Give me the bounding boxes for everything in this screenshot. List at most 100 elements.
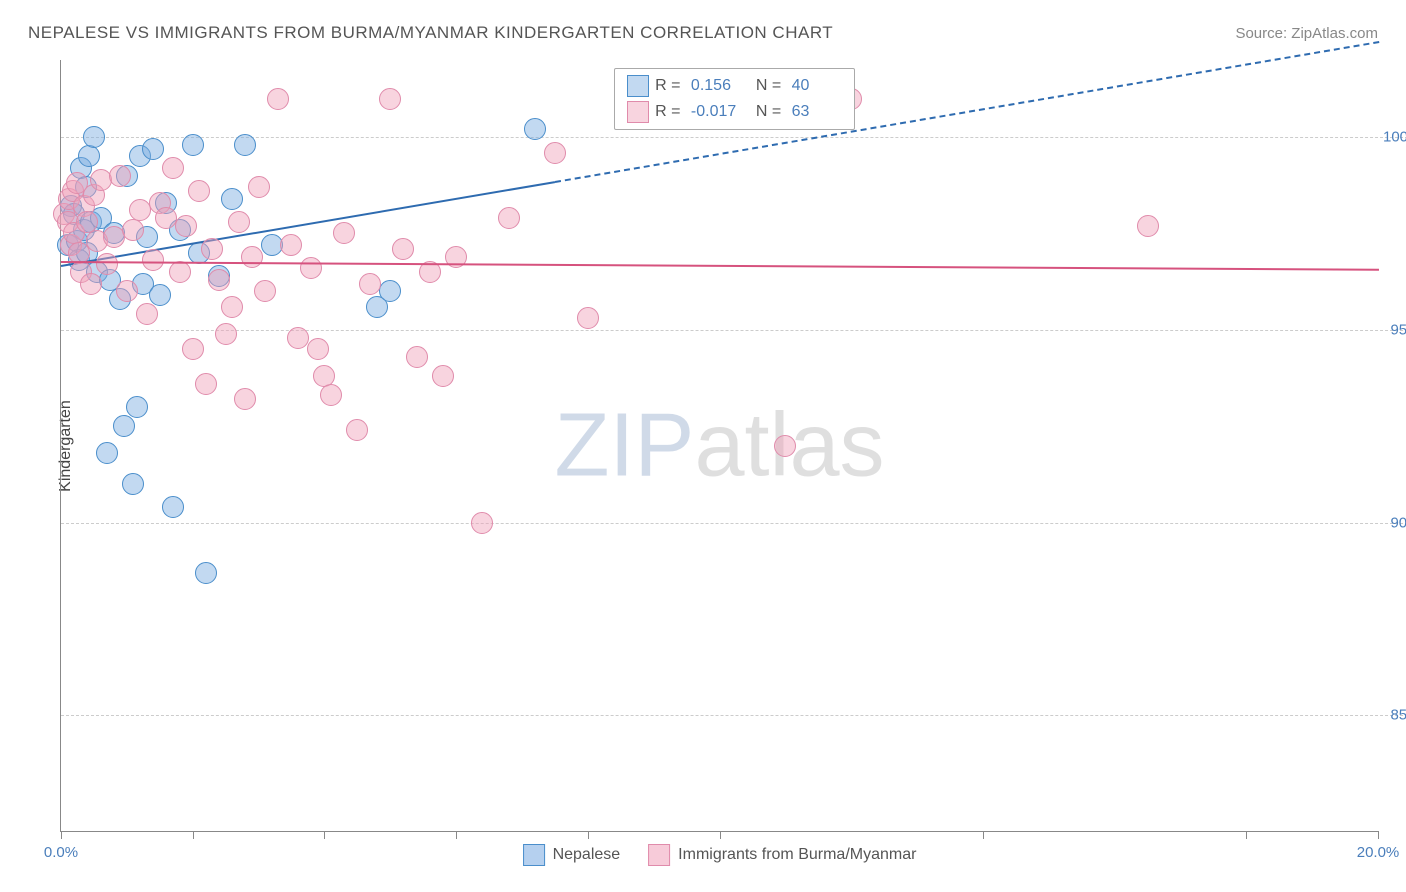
gridline <box>61 523 1406 524</box>
scatter-point <box>162 496 184 518</box>
watermark: ZIPatlas <box>554 394 884 497</box>
scatter-point <box>234 388 256 410</box>
scatter-point <box>169 261 191 283</box>
legend-swatch <box>627 75 649 97</box>
scatter-point <box>248 176 270 198</box>
xtick-label: 20.0% <box>1357 844 1400 861</box>
scatter-point <box>333 222 355 244</box>
series-legend-item: Nepalese <box>523 844 621 866</box>
n-value: 40 <box>792 77 842 95</box>
gridline <box>61 715 1406 716</box>
scatter-point <box>122 219 144 241</box>
scatter-point <box>188 180 210 202</box>
scatter-point <box>90 169 112 191</box>
scatter-point <box>524 118 546 140</box>
scatter-point <box>162 157 184 179</box>
scatter-point <box>544 142 566 164</box>
ytick-label: 95.0% <box>1383 321 1406 338</box>
scatter-point <box>215 323 237 345</box>
scatter-point <box>195 562 217 584</box>
scatter-point <box>208 269 230 291</box>
scatter-point <box>109 165 131 187</box>
scatter-point <box>142 249 164 271</box>
scatter-point <box>234 134 256 156</box>
n-label: N = <box>747 77 786 95</box>
scatter-point <box>149 284 171 306</box>
scatter-point <box>182 338 204 360</box>
r-value: 0.156 <box>691 77 741 95</box>
gridline <box>61 330 1406 331</box>
scatter-point <box>96 442 118 464</box>
scatter-point <box>78 145 100 167</box>
xtick <box>193 831 194 839</box>
gridline <box>61 137 1406 138</box>
scatter-point <box>261 234 283 256</box>
scatter-point <box>113 415 135 437</box>
xtick <box>983 831 984 839</box>
scatter-point <box>1137 215 1159 237</box>
scatter-point <box>280 234 302 256</box>
scatter-point <box>379 280 401 302</box>
scatter-point <box>498 207 520 229</box>
scatter-point <box>129 199 151 221</box>
ytick-label: 85.0% <box>1383 707 1406 724</box>
watermark-zip: ZIP <box>554 395 694 495</box>
scatter-point <box>359 273 381 295</box>
trend-line <box>61 261 1379 271</box>
scatter-point <box>103 226 125 248</box>
scatter-point <box>577 307 599 329</box>
scatter-point <box>392 238 414 260</box>
scatter-point <box>142 138 164 160</box>
xtick <box>456 831 457 839</box>
scatter-point <box>122 473 144 495</box>
scatter-point <box>406 346 428 368</box>
scatter-point <box>379 88 401 110</box>
stats-legend-row: R = -0.017 N = 63 <box>627 99 841 125</box>
scatter-point <box>320 384 342 406</box>
scatter-point <box>80 273 102 295</box>
xtick-label: 0.0% <box>44 844 78 861</box>
series-legend-label: Immigrants from Burma/Myanmar <box>678 846 916 864</box>
scatter-point <box>201 238 223 260</box>
legend-swatch <box>523 844 545 866</box>
scatter-point <box>287 327 309 349</box>
ytick-label: 100.0% <box>1383 129 1406 146</box>
source-label: Source: ZipAtlas.com <box>1235 25 1378 42</box>
xtick <box>588 831 589 839</box>
scatter-point <box>228 211 250 233</box>
n-value: 63 <box>792 103 842 121</box>
legend-swatch <box>648 844 670 866</box>
ytick-label: 90.0% <box>1383 514 1406 531</box>
stats-legend-row: R = 0.156 N = 40 <box>627 73 841 99</box>
scatter-point <box>300 257 322 279</box>
scatter-point <box>136 303 158 325</box>
scatter-point <box>346 419 368 441</box>
scatter-point <box>155 207 177 229</box>
scatter-point <box>241 246 263 268</box>
r-label: R = <box>655 77 685 95</box>
scatter-point <box>267 88 289 110</box>
stats-legend: R = 0.156 N = 40R = -0.017 N = 63 <box>614 68 854 130</box>
scatter-point <box>182 134 204 156</box>
xtick <box>1378 831 1379 839</box>
xtick <box>324 831 325 839</box>
scatter-point <box>254 280 276 302</box>
scatter-point <box>83 126 105 148</box>
r-label: R = <box>655 103 685 121</box>
header: NEPALESE VS IMMIGRANTS FROM BURMA/MYANMA… <box>0 0 1406 48</box>
xtick <box>720 831 721 839</box>
series-legend: Nepalese Immigrants from Burma/Myanmar <box>523 844 917 866</box>
xtick <box>61 831 62 839</box>
scatter-point <box>774 435 796 457</box>
n-label: N = <box>747 103 786 121</box>
scatter-point <box>175 215 197 237</box>
r-value: -0.017 <box>691 103 741 121</box>
scatter-point <box>432 365 454 387</box>
scatter-point <box>307 338 329 360</box>
legend-swatch <box>627 101 649 123</box>
scatter-point <box>221 296 243 318</box>
scatter-point <box>471 512 493 534</box>
chart-area: ZIPatlas 85.0%90.0%95.0%100.0%0.0%20.0%R… <box>60 60 1378 832</box>
scatter-point <box>221 188 243 210</box>
scatter-point <box>96 253 118 275</box>
